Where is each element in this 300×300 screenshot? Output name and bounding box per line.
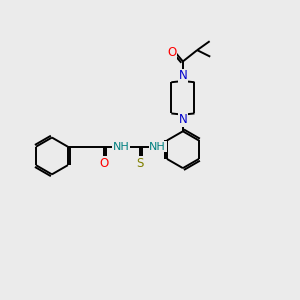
Text: O: O [99, 157, 108, 169]
Text: S: S [136, 157, 143, 169]
Text: N: N [178, 113, 187, 127]
Text: O: O [167, 46, 176, 59]
Text: N: N [178, 69, 187, 82]
Text: NH: NH [113, 142, 130, 152]
Text: NH: NH [149, 142, 166, 152]
